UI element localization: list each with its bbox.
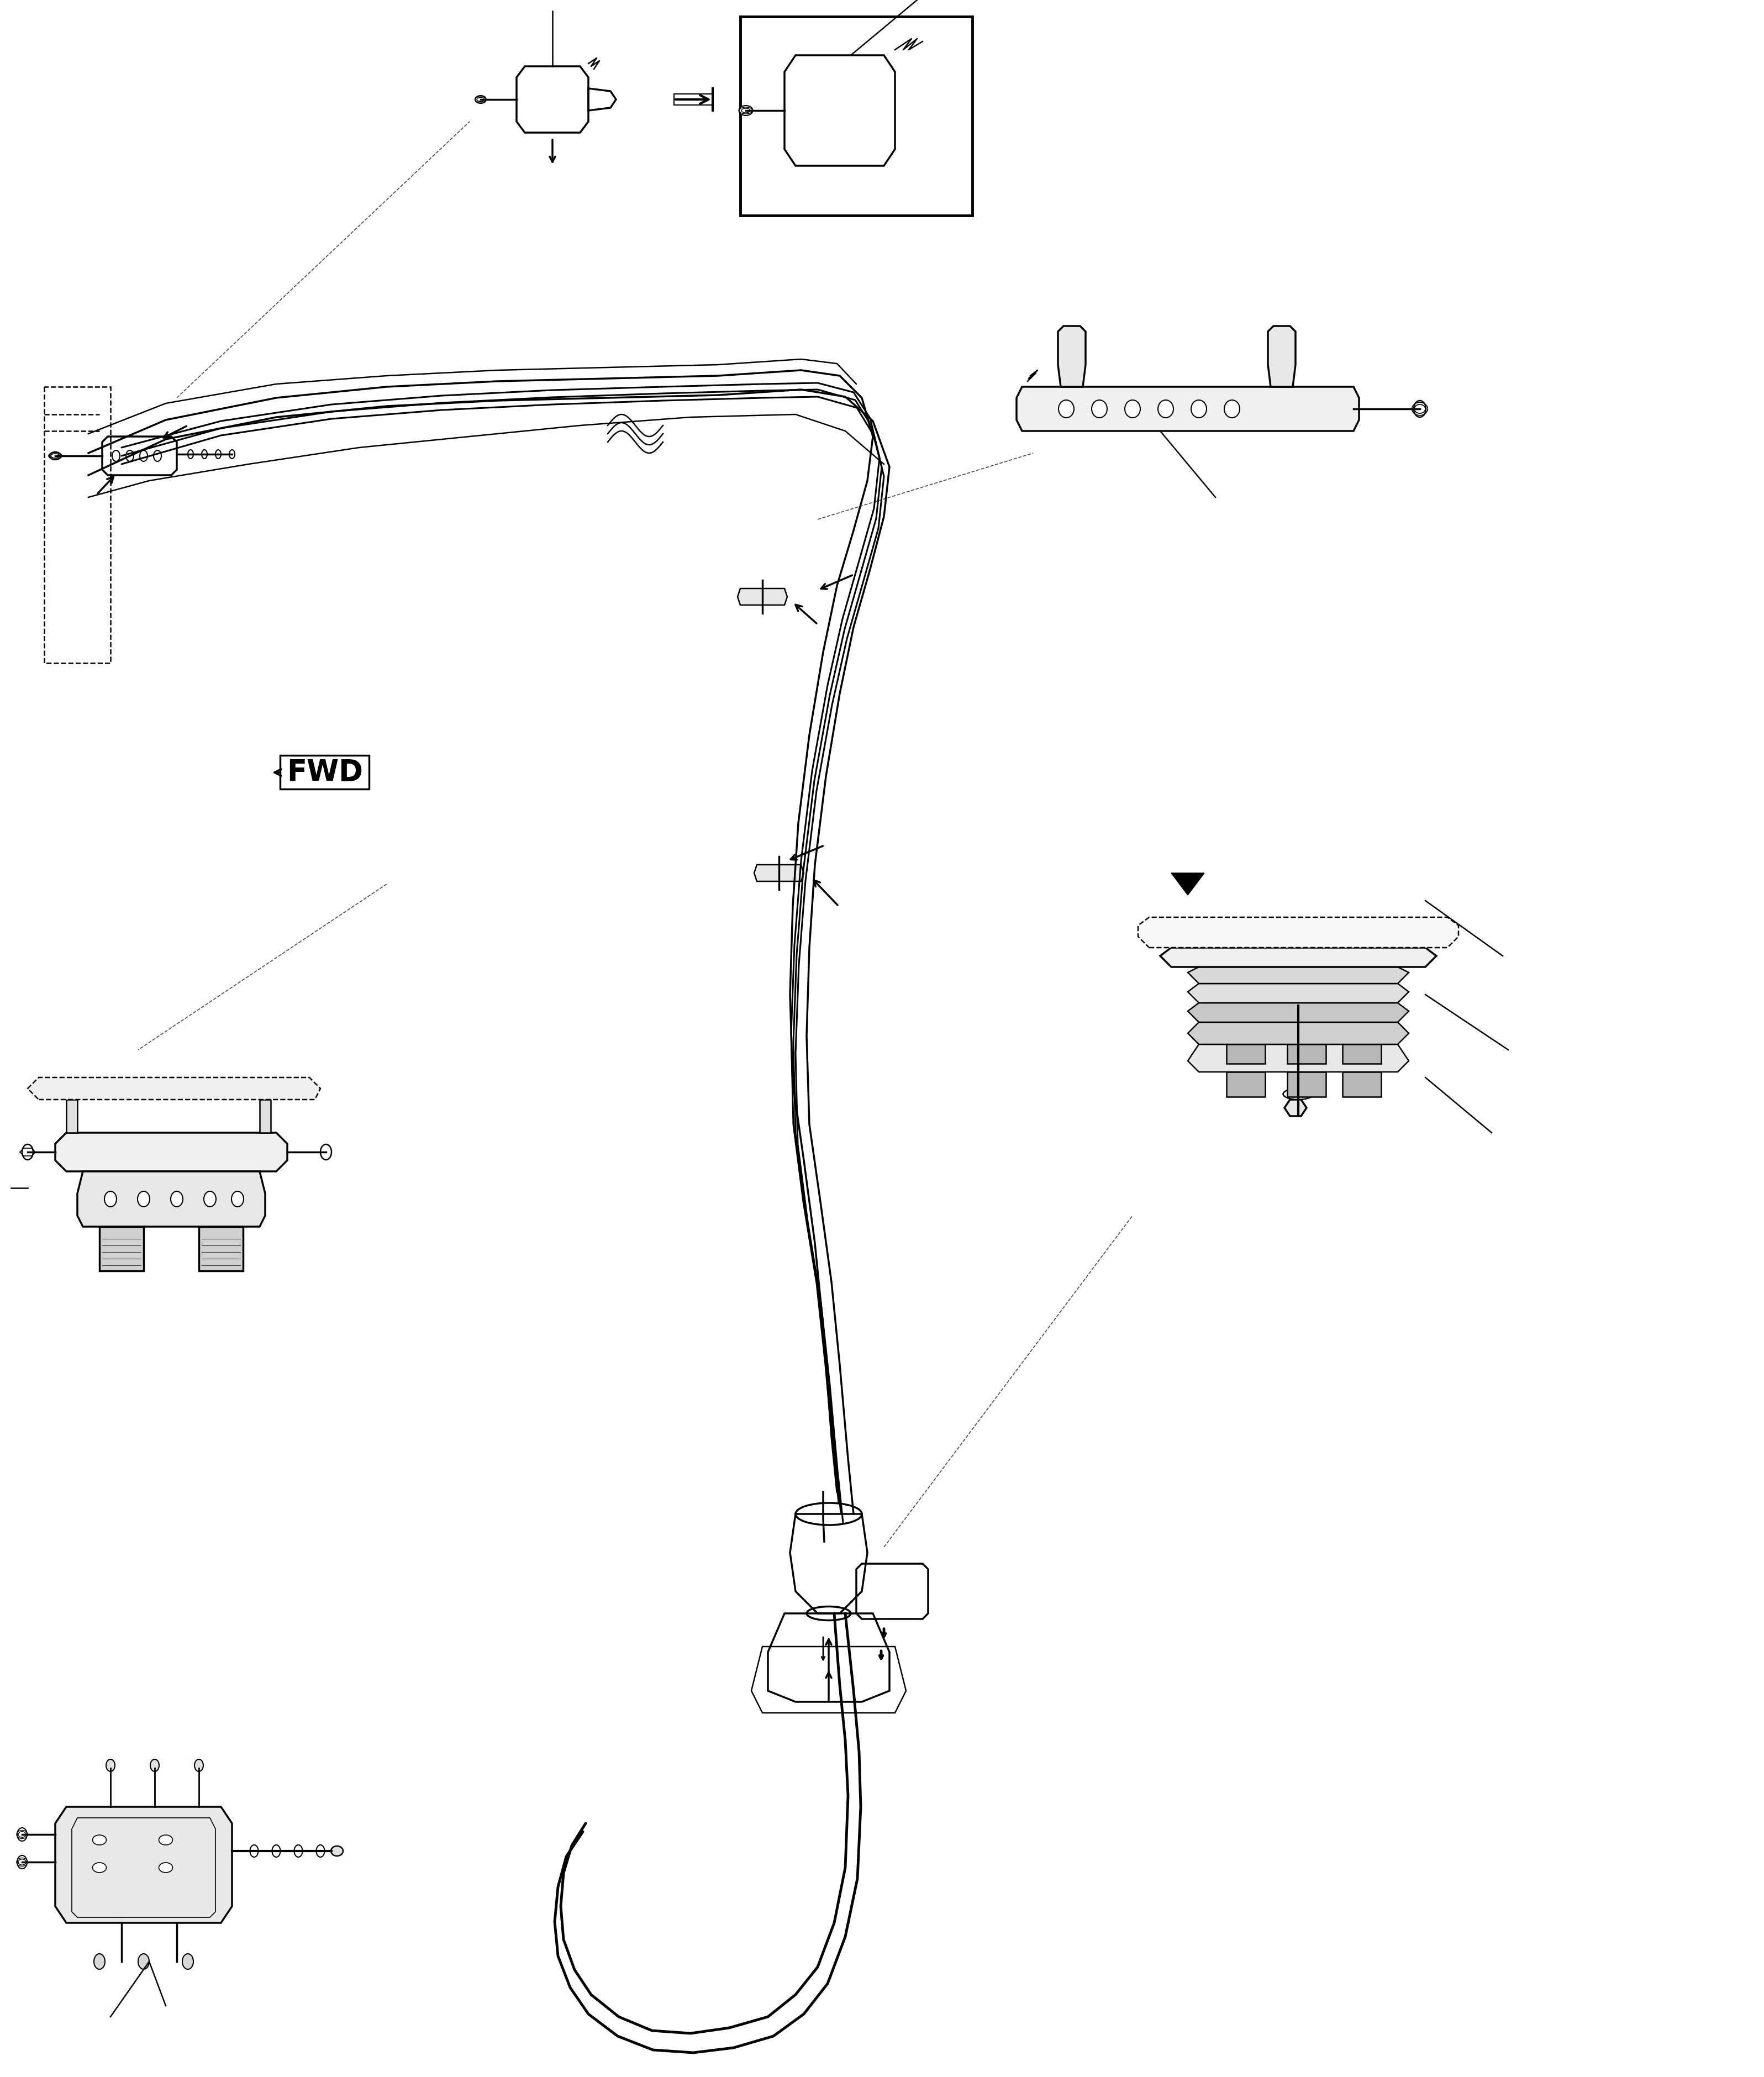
- Ellipse shape: [93, 1954, 106, 1969]
- Polygon shape: [55, 1807, 233, 1923]
- Polygon shape: [1226, 1045, 1265, 1063]
- Ellipse shape: [231, 1192, 243, 1207]
- Ellipse shape: [49, 453, 60, 459]
- Ellipse shape: [92, 1863, 106, 1873]
- Ellipse shape: [1293, 1093, 1304, 1097]
- Polygon shape: [28, 1078, 321, 1099]
- Ellipse shape: [1282, 1088, 1314, 1099]
- Ellipse shape: [1058, 401, 1074, 417]
- Polygon shape: [199, 1228, 243, 1271]
- Ellipse shape: [113, 451, 120, 461]
- Ellipse shape: [250, 1844, 258, 1857]
- Polygon shape: [1171, 872, 1205, 895]
- Ellipse shape: [106, 1759, 115, 1772]
- Polygon shape: [1187, 1022, 1409, 1045]
- Polygon shape: [1342, 1045, 1381, 1063]
- Ellipse shape: [205, 1192, 215, 1207]
- Ellipse shape: [201, 451, 206, 459]
- Polygon shape: [1226, 1072, 1265, 1097]
- Ellipse shape: [321, 1144, 332, 1159]
- Polygon shape: [67, 1099, 78, 1132]
- Ellipse shape: [1191, 401, 1207, 417]
- Text: FWD: FWD: [288, 758, 363, 787]
- Polygon shape: [55, 1132, 288, 1171]
- Polygon shape: [737, 588, 787, 604]
- Polygon shape: [259, 1099, 270, 1132]
- Polygon shape: [78, 1171, 265, 1228]
- Ellipse shape: [1092, 401, 1108, 417]
- Ellipse shape: [159, 1834, 173, 1844]
- Polygon shape: [1187, 1045, 1409, 1072]
- Polygon shape: [1288, 1045, 1327, 1063]
- Ellipse shape: [138, 1192, 150, 1207]
- Ellipse shape: [194, 1759, 203, 1772]
- Polygon shape: [1016, 386, 1358, 432]
- Ellipse shape: [23, 1144, 34, 1159]
- Ellipse shape: [125, 451, 134, 461]
- Ellipse shape: [1125, 401, 1140, 417]
- Polygon shape: [1058, 326, 1085, 386]
- Ellipse shape: [139, 451, 148, 461]
- Ellipse shape: [182, 1954, 194, 1969]
- Ellipse shape: [18, 1828, 26, 1840]
- Ellipse shape: [104, 1192, 116, 1207]
- Ellipse shape: [187, 451, 194, 459]
- Ellipse shape: [153, 451, 161, 461]
- Ellipse shape: [159, 1863, 173, 1873]
- Ellipse shape: [229, 451, 235, 459]
- Ellipse shape: [332, 1846, 342, 1857]
- Ellipse shape: [1157, 401, 1173, 417]
- Ellipse shape: [215, 451, 220, 459]
- Ellipse shape: [272, 1844, 280, 1857]
- Polygon shape: [1288, 1072, 1327, 1097]
- Ellipse shape: [1224, 401, 1240, 417]
- Ellipse shape: [475, 96, 487, 104]
- Polygon shape: [1138, 918, 1459, 947]
- Polygon shape: [1187, 1003, 1409, 1022]
- Polygon shape: [1187, 984, 1409, 1003]
- Polygon shape: [1268, 326, 1295, 386]
- Ellipse shape: [295, 1844, 302, 1857]
- Ellipse shape: [92, 1834, 106, 1844]
- Ellipse shape: [1413, 401, 1425, 417]
- Ellipse shape: [138, 1954, 150, 1969]
- Ellipse shape: [18, 1855, 26, 1869]
- Polygon shape: [753, 864, 804, 881]
- Polygon shape: [1161, 947, 1436, 968]
- Ellipse shape: [316, 1844, 325, 1857]
- Polygon shape: [1342, 1072, 1381, 1097]
- Ellipse shape: [171, 1192, 183, 1207]
- Ellipse shape: [150, 1759, 159, 1772]
- Polygon shape: [99, 1228, 143, 1271]
- Polygon shape: [1187, 968, 1409, 984]
- Polygon shape: [1284, 1099, 1307, 1115]
- Ellipse shape: [739, 106, 753, 116]
